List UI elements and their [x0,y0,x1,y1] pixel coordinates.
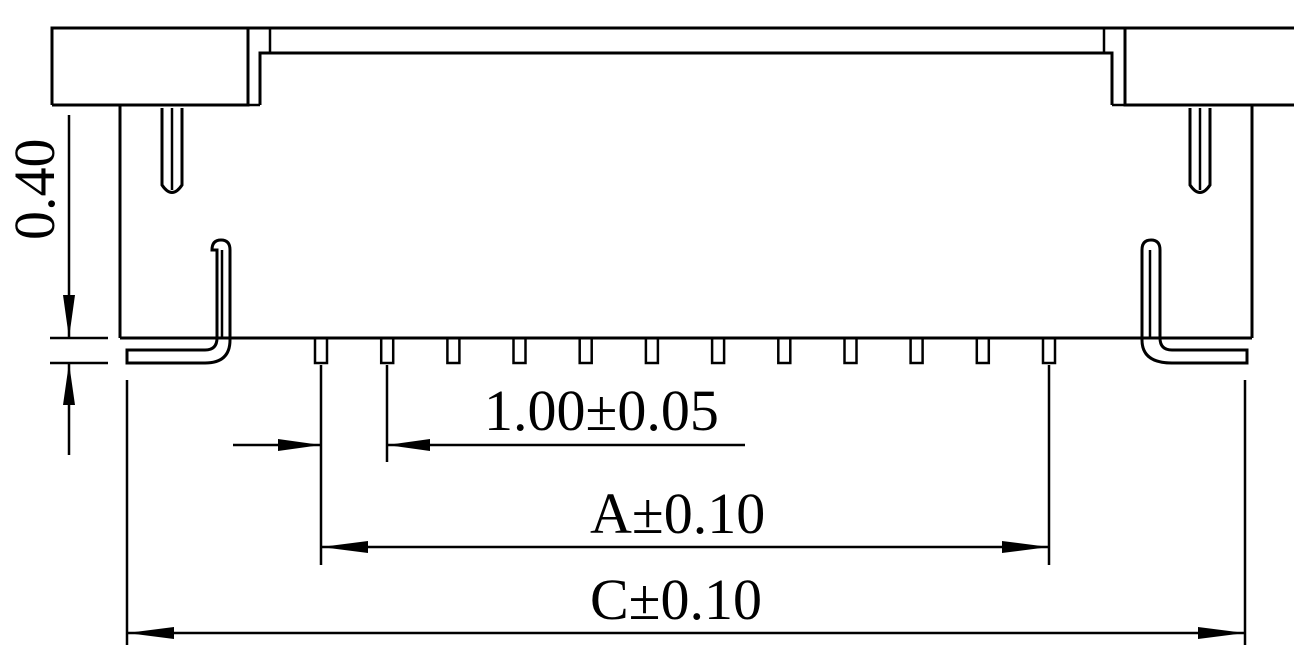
contact-pin [1041,336,1057,365]
a-label: A±0.10 [590,481,765,546]
contact-pin [313,336,329,365]
height-dimension: 0.40 [2,115,108,455]
c-dimension: C±0.10 [125,380,1247,645]
right-hold-down-tab [1140,238,1249,365]
contact-pins [313,336,1057,365]
pitch-dimension: 1.00±0.05 [233,365,745,565]
c-arrow-left [127,627,174,639]
height-label: 0.40 [2,139,67,241]
connector-housing [50,26,1294,340]
contact-pin [446,336,461,365]
contact-pin [578,336,593,365]
contact-pin [644,336,660,365]
height-arrow-bottom [63,363,75,405]
left-locating-peg [160,108,184,194]
c-arrow-right [1198,627,1245,639]
contact-pin [909,336,924,365]
contact-pin [843,336,858,365]
pitch-arrow-left [278,439,321,451]
contact-pin [710,336,726,365]
height-arrow-top [63,295,75,338]
contact-pin [512,336,527,365]
contact-pin [975,336,991,365]
a-dimension: A±0.10 [321,365,1051,565]
pitch-label: 1.00±0.05 [484,378,719,443]
pitch-arrow-right [387,439,430,451]
c-label: C±0.10 [590,567,762,632]
contact-pin [379,336,395,365]
a-arrow-left [321,541,368,553]
left-hold-down-tab [125,238,232,365]
right-locating-peg [1188,108,1212,194]
contact-pin [777,336,792,365]
a-arrow-right [1002,541,1049,553]
